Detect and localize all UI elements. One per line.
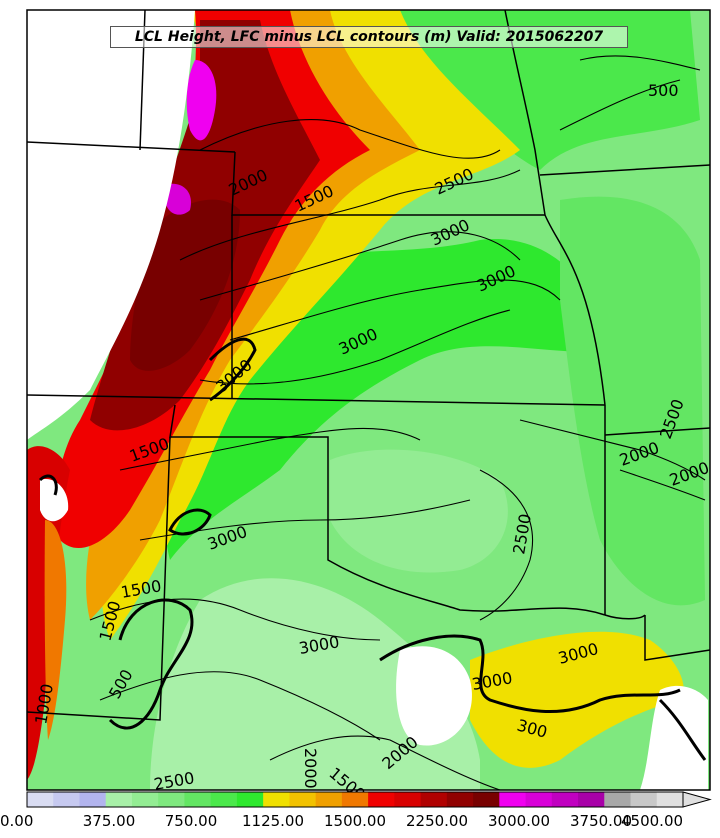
west-orange-edge [44, 520, 67, 740]
green-east [560, 196, 705, 606]
colorbar-tick-label: 4500.00 [621, 812, 684, 830]
colorbar-swatch [341, 792, 369, 807]
colorbar-tick-label: 375.00 [82, 812, 136, 830]
colorbar-swatch [131, 792, 159, 807]
white-area-nw [27, 10, 195, 440]
colorbar-swatch [315, 792, 343, 807]
map-title: LCL Height, LFC minus LCL contours (m) V… [110, 26, 628, 48]
light-green-region [150, 578, 480, 790]
colorbar-border [26, 791, 684, 808]
title-text: LCL Height, LFC minus LCL contours (m) V… [134, 29, 604, 45]
contour-label: 500 [648, 81, 679, 100]
colorbar-swatch [525, 792, 553, 807]
colorbar-tick-label: 2250.00 [405, 812, 469, 830]
contour-tangles [38, 337, 707, 761]
colorbar-swatch [656, 792, 684, 807]
colorbar-swatch [105, 792, 133, 807]
colorbar-tick-label: 3750.00 [569, 812, 633, 830]
colorbar-swatch [158, 792, 185, 807]
colorbar-tick-label: 1500.00 [323, 812, 387, 830]
colorbar-swatch [630, 792, 658, 807]
colorbar-tick-label: 0.00 [0, 812, 34, 830]
white-area-se [640, 685, 708, 790]
darkest-red [130, 199, 240, 371]
magenta-patch-2 [164, 183, 191, 215]
colorbar [26, 791, 712, 808]
colorbar-swatch [420, 792, 448, 807]
colorbar-swatch [499, 792, 527, 807]
yellow-band [101, 10, 521, 640]
colorbar-swatch [236, 792, 264, 807]
colorbar-tick-label: 1125.00 [241, 812, 305, 830]
colorbar-swatch [551, 792, 579, 807]
colorbar-tick-label: 3000.00 [487, 812, 551, 830]
colorbar-swatch [79, 792, 107, 807]
contour-label: 2000 [301, 748, 320, 789]
colorbar-swatch [578, 792, 605, 807]
bright-green-ne [400, 10, 700, 170]
colorbar-swatch [604, 792, 632, 807]
se-yellow [470, 631, 684, 768]
colorbar-swatch [53, 792, 80, 807]
colorbar-swatch [368, 792, 395, 807]
colorbar-swatch [184, 792, 212, 807]
colorbar-swatch [27, 792, 54, 807]
white-area-w [40, 479, 69, 522]
colorbar-tick-label: 750.00 [164, 812, 218, 830]
colorbar-swatch [263, 792, 290, 807]
colorbar-extend-arrow [682, 791, 712, 808]
colorbar-swatch [446, 792, 474, 807]
colorbar-swatch [289, 792, 317, 807]
map-frame [26, 9, 711, 791]
colorbar-swatch [210, 792, 238, 807]
magenta-patch [186, 60, 217, 141]
white-area-gulf [396, 646, 472, 746]
colorbar-swatch [473, 792, 500, 807]
contour-lines [89, 55, 706, 791]
colorbar-swatch [394, 792, 422, 807]
